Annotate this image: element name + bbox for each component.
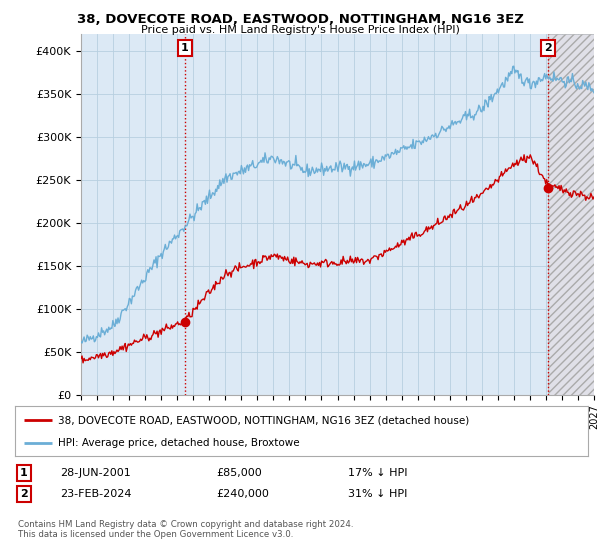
- Text: Contains HM Land Registry data © Crown copyright and database right 2024.
This d: Contains HM Land Registry data © Crown c…: [18, 520, 353, 539]
- Text: HPI: Average price, detached house, Broxtowe: HPI: Average price, detached house, Brox…: [58, 438, 299, 448]
- Text: 38, DOVECOTE ROAD, EASTWOOD, NOTTINGHAM, NG16 3EZ (detached house): 38, DOVECOTE ROAD, EASTWOOD, NOTTINGHAM,…: [58, 415, 469, 425]
- Text: £240,000: £240,000: [216, 489, 269, 499]
- Text: £85,000: £85,000: [216, 468, 262, 478]
- Polygon shape: [548, 34, 594, 395]
- Text: 17% ↓ HPI: 17% ↓ HPI: [348, 468, 407, 478]
- Text: 31% ↓ HPI: 31% ↓ HPI: [348, 489, 407, 499]
- Text: 28-JUN-2001: 28-JUN-2001: [60, 468, 131, 478]
- Text: Price paid vs. HM Land Registry's House Price Index (HPI): Price paid vs. HM Land Registry's House …: [140, 25, 460, 35]
- Text: 23-FEB-2024: 23-FEB-2024: [60, 489, 131, 499]
- Text: 2: 2: [544, 43, 552, 53]
- Text: 1: 1: [181, 43, 189, 53]
- Text: 38, DOVECOTE ROAD, EASTWOOD, NOTTINGHAM, NG16 3EZ: 38, DOVECOTE ROAD, EASTWOOD, NOTTINGHAM,…: [77, 13, 523, 26]
- Text: 2: 2: [20, 489, 28, 499]
- Text: 1: 1: [20, 468, 28, 478]
